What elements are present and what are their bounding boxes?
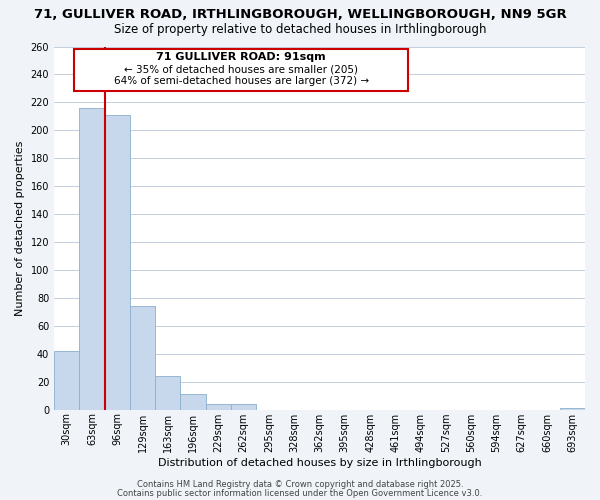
FancyBboxPatch shape [74, 50, 408, 91]
Text: ← 35% of detached houses are smaller (205): ← 35% of detached houses are smaller (20… [124, 64, 358, 74]
X-axis label: Distribution of detached houses by size in Irthlingborough: Distribution of detached houses by size … [158, 458, 481, 468]
Bar [54, 351, 79, 410]
Bar [206, 404, 231, 409]
Y-axis label: Number of detached properties: Number of detached properties [15, 140, 25, 316]
Bar [231, 404, 256, 409]
Text: Size of property relative to detached houses in Irthlingborough: Size of property relative to detached ho… [114, 22, 486, 36]
Bar [104, 115, 130, 410]
Text: 71 GULLIVER ROAD: 91sqm: 71 GULLIVER ROAD: 91sqm [157, 52, 326, 62]
Text: 64% of semi-detached houses are larger (372) →: 64% of semi-detached houses are larger (… [113, 76, 369, 86]
Bar [560, 408, 585, 410]
Bar [181, 394, 206, 409]
Bar [155, 376, 181, 410]
Text: Contains HM Land Registry data © Crown copyright and database right 2025.: Contains HM Land Registry data © Crown c… [137, 480, 463, 489]
Bar [130, 306, 155, 410]
Bar [79, 108, 104, 410]
Text: Contains public sector information licensed under the Open Government Licence v3: Contains public sector information licen… [118, 488, 482, 498]
Text: 71, GULLIVER ROAD, IRTHLINGBOROUGH, WELLINGBOROUGH, NN9 5GR: 71, GULLIVER ROAD, IRTHLINGBOROUGH, WELL… [34, 8, 566, 20]
